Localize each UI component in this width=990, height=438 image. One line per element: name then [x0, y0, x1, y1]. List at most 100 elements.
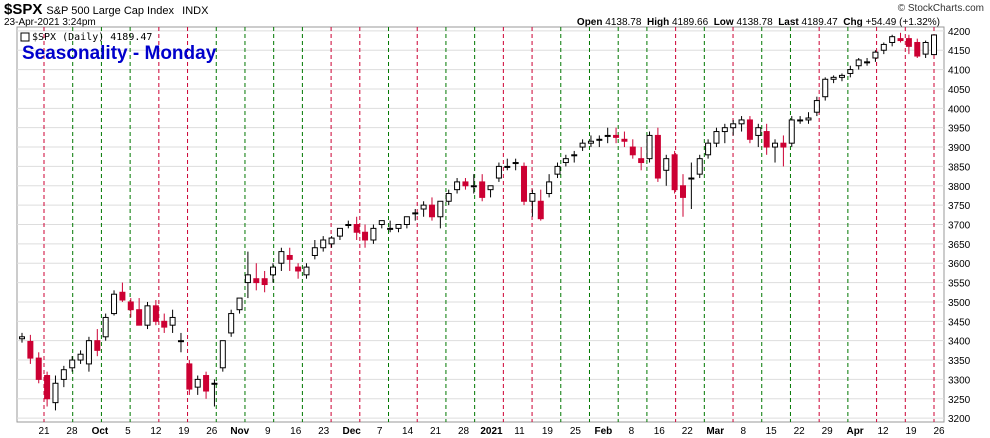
candle — [77, 350, 84, 364]
y-tick-label: 3750 — [948, 201, 971, 212]
candle-body — [211, 382, 218, 385]
x-tick-label: 14 — [402, 426, 414, 437]
y-tick-label: 3700 — [948, 221, 971, 232]
candle — [755, 123, 762, 148]
y-tick-label: 3350 — [948, 356, 971, 367]
candle-body — [847, 69, 854, 74]
candle — [244, 251, 251, 299]
y-tick-label: 4150 — [948, 46, 971, 57]
candle — [127, 298, 134, 318]
candle — [303, 263, 310, 279]
candle — [613, 127, 620, 144]
candle-body — [44, 375, 51, 400]
candle-body — [721, 127, 728, 133]
candle — [822, 77, 829, 101]
candle-body — [462, 181, 469, 187]
candle — [261, 270, 268, 293]
y-tick-label: 3450 — [948, 317, 971, 328]
candle — [495, 162, 502, 182]
candle — [772, 139, 779, 163]
candle — [554, 162, 561, 179]
candle — [228, 309, 235, 337]
x-tick-label: 5 — [125, 426, 131, 437]
candle-body — [696, 158, 703, 175]
candle — [102, 313, 109, 341]
candle-body — [35, 357, 42, 380]
candle — [889, 34, 896, 47]
x-tick-label: 19 — [178, 426, 190, 437]
x-tick-label: 16 — [654, 426, 666, 437]
candle — [479, 174, 486, 202]
last-label: Last — [778, 17, 799, 28]
candle-body — [864, 61, 871, 64]
candle-body — [77, 353, 84, 361]
candle-body — [562, 158, 569, 164]
candle — [320, 236, 327, 252]
candle — [211, 379, 218, 407]
candle — [27, 334, 34, 364]
x-tick-label: 8 — [629, 426, 635, 437]
candle-body — [905, 38, 912, 47]
y-tick-label: 3900 — [948, 143, 971, 154]
candle — [813, 96, 820, 117]
candle — [529, 189, 536, 217]
candle-body — [102, 316, 109, 338]
candle-body — [278, 251, 285, 264]
candle-body — [889, 36, 896, 43]
x-tick-label: 22 — [682, 426, 694, 437]
candle — [219, 340, 226, 372]
symbol-name: S&P 500 Large Cap Index — [46, 5, 174, 17]
x-tick-label: 22 — [794, 426, 806, 437]
candle-body — [529, 193, 536, 202]
candle-body — [571, 154, 578, 157]
y-tick-label: 3650 — [948, 240, 971, 251]
candle — [847, 65, 854, 78]
y-tick-label: 3950 — [948, 124, 971, 135]
x-tick-label: 7 — [377, 426, 383, 437]
y-tick-label: 3800 — [948, 182, 971, 193]
candle-body — [554, 165, 561, 175]
y-tick-label: 4050 — [948, 85, 971, 96]
candle — [311, 239, 318, 260]
candle-body — [152, 305, 159, 322]
candle-body — [897, 38, 904, 42]
candle — [52, 375, 59, 411]
candle-body — [194, 378, 201, 388]
candle — [738, 116, 745, 132]
candle — [872, 50, 879, 62]
x-tick-label: 8 — [740, 426, 746, 437]
candle-body — [336, 227, 343, 237]
candle-body — [244, 274, 251, 284]
candle — [278, 247, 285, 271]
chart-symbol-header: $SPX S&P 500 Large Cap Index INDX — [4, 1, 208, 18]
x-tick-label: Dec — [342, 426, 361, 437]
candle — [119, 282, 126, 302]
candle-body — [587, 140, 594, 144]
candle — [403, 216, 410, 229]
open-label: Open — [576, 17, 603, 28]
candle — [454, 178, 461, 194]
candle — [562, 154, 569, 167]
candle — [838, 73, 845, 82]
ohlc-summary: Open 4138.78 High 4189.66 Low 4138.78 La… — [577, 17, 940, 28]
candle — [437, 200, 444, 229]
candle — [671, 150, 678, 194]
quote-date: 23-Apr-2021 3:24pm — [4, 17, 96, 28]
candle-body — [261, 278, 268, 286]
candle-body — [27, 340, 34, 359]
x-tick-label: 12 — [150, 426, 162, 437]
candle — [69, 356, 76, 372]
candle — [864, 57, 871, 66]
candle-body — [596, 138, 603, 141]
x-tick-label: Mar — [706, 426, 724, 437]
candle — [763, 123, 770, 155]
candle-body — [403, 216, 410, 225]
y-tick-label: 3850 — [948, 162, 971, 173]
candle — [395, 224, 402, 233]
candle-body — [772, 142, 779, 148]
candle-body — [495, 165, 502, 179]
candle-body — [303, 266, 310, 276]
candle — [730, 119, 737, 136]
candle-body — [119, 291, 126, 301]
